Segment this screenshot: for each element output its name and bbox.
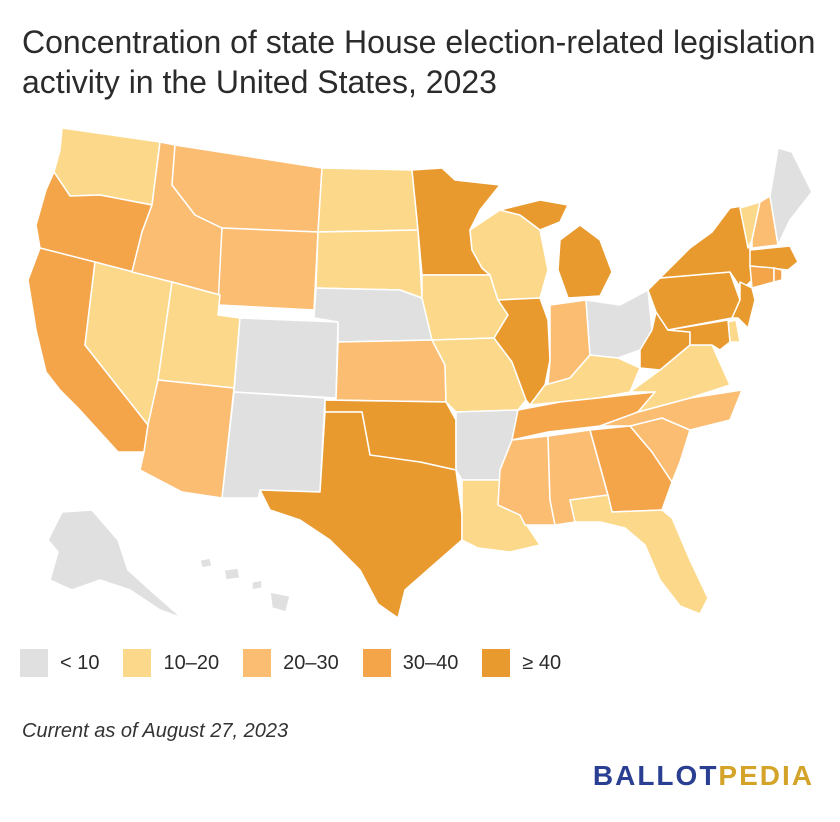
state-ma[interactable] [749, 245, 799, 271]
legend-label: 30–40 [402, 651, 459, 674]
state-nm[interactable] [221, 391, 326, 499]
legend-swatch [20, 649, 48, 677]
state-mi[interactable] [499, 199, 613, 299]
state-nd[interactable] [317, 167, 419, 233]
date-note: Current as of August 27, 2023 [22, 720, 289, 742]
state-ri[interactable] [773, 267, 783, 283]
state-tx[interactable] [259, 411, 463, 619]
legend-swatch [362, 649, 391, 677]
legend-item: 10–20 [123, 649, 219, 677]
state-wa[interactable] [53, 127, 161, 206]
state-hi[interactable] [199, 557, 291, 613]
logo-part-pedia: PEDIA [718, 760, 814, 791]
legend-label: ≥ 40 [522, 651, 562, 674]
state-co[interactable] [233, 317, 339, 399]
legend-item: 20–30 [243, 649, 339, 677]
ballotpedia-logo[interactable]: BALLOTPEDIA [593, 760, 814, 792]
legend-item: 30–40 [362, 649, 459, 677]
legend-swatch [482, 649, 511, 677]
state-fl[interactable] [569, 494, 709, 615]
legend: < 10 10–20 20–30 30–40 ≥ 40 [20, 649, 585, 677]
logo-part-ballot: BALLOT [592, 760, 719, 791]
us-choropleth-map [27, 127, 813, 619]
legend-label: < 10 [60, 651, 100, 674]
legend-item: ≥ 40 [482, 649, 561, 677]
state-ky[interactable] [529, 354, 641, 406]
chart-title: Concentration of state House election-re… [22, 24, 816, 100]
legend-swatch [243, 649, 272, 677]
legend-label: 10–20 [163, 651, 220, 674]
legend-label: 20–30 [283, 651, 339, 674]
legend-swatch [123, 649, 152, 677]
state-md[interactable] [667, 319, 731, 351]
state-wy[interactable] [217, 227, 319, 311]
state-az[interactable] [139, 379, 235, 499]
state-nj[interactable] [731, 281, 756, 329]
state-ak[interactable] [47, 509, 183, 619]
legend-item: < 10 [20, 649, 99, 677]
state-ct[interactable] [749, 265, 775, 289]
state-me[interactable] [769, 147, 813, 246]
state-ks[interactable] [335, 339, 447, 403]
